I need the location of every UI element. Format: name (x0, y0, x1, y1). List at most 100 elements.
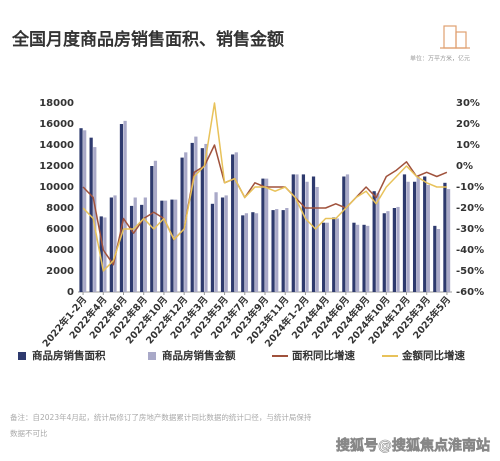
legend-swatch (148, 352, 156, 360)
bar (99, 216, 103, 292)
bar (275, 209, 279, 292)
y-tick-label: 14000 (39, 140, 74, 151)
bar (285, 208, 289, 292)
bar (190, 142, 194, 292)
bar (113, 195, 117, 292)
bar (103, 217, 107, 292)
bar (372, 191, 376, 292)
bar (170, 199, 174, 292)
bar (322, 222, 326, 292)
bar (335, 218, 339, 292)
legend-label: 金额同比增速 (401, 349, 465, 362)
bar (443, 182, 447, 292)
bar (345, 174, 350, 292)
y2-tick-label: -10% (456, 182, 484, 193)
bar (214, 192, 218, 292)
bar (83, 130, 87, 292)
bar (446, 189, 451, 292)
bar (423, 176, 427, 292)
bar (119, 124, 124, 292)
y2-tick-label: 30% (456, 98, 480, 109)
y-tick-label: 10000 (39, 182, 74, 193)
bar (123, 120, 127, 292)
bar (220, 197, 225, 292)
y-tick-label: 2000 (46, 266, 74, 277)
bar (295, 174, 299, 292)
bar (301, 174, 306, 292)
bar (140, 204, 144, 292)
y2-tick-label: -30% (456, 224, 484, 235)
legend-swatch (18, 352, 26, 360)
watermark: 搜狐号@搜狐焦点淮南站 (336, 437, 490, 454)
icon (440, 25, 470, 49)
bar (412, 181, 417, 292)
y-tick-label: 12000 (39, 161, 74, 172)
bar (231, 154, 235, 292)
bar (433, 225, 437, 292)
y2-tick-label: -40% (456, 245, 484, 256)
bar (392, 208, 397, 292)
bar (261, 178, 265, 292)
bar (241, 215, 245, 292)
bar (160, 200, 164, 292)
legend-label: 商品房销售金额 (162, 349, 236, 362)
bar (194, 136, 198, 292)
bar (406, 181, 410, 292)
bar (200, 148, 204, 292)
bar (79, 128, 83, 292)
bar (311, 176, 316, 292)
bar (163, 200, 168, 292)
bar (265, 178, 269, 292)
bar (109, 197, 113, 292)
bar (332, 217, 336, 292)
bar (89, 137, 93, 292)
bar (234, 152, 238, 292)
note: 备注：自2023年4月起，统计局修订了房地产数据累计同比数据的统计口径，与统计局… (10, 412, 312, 422)
bar (376, 193, 380, 292)
bar (281, 210, 285, 292)
y2-tick-label: 0% (456, 161, 473, 172)
bar (436, 229, 441, 292)
bar (271, 210, 275, 292)
y2-tick-label: -60% (456, 287, 484, 298)
y-tick-label: 4000 (46, 245, 74, 256)
bar (426, 184, 430, 292)
bar (180, 157, 184, 292)
bar (396, 206, 400, 292)
bar (305, 181, 309, 292)
y-tick-label: 6000 (46, 224, 74, 235)
y-tick-label: 18000 (39, 98, 74, 109)
y-tick-label: 8000 (46, 203, 74, 214)
bar (416, 176, 420, 292)
line (82, 102, 447, 272)
bar (210, 203, 215, 292)
y-tick-label: 16000 (39, 119, 74, 130)
bar (342, 176, 346, 292)
bar (325, 222, 329, 292)
bar (129, 205, 134, 292)
bar (143, 197, 147, 292)
bar (355, 224, 360, 292)
legend-label: 面积同比增速 (292, 349, 355, 362)
bar (204, 143, 208, 292)
bar (133, 197, 137, 292)
bar (244, 213, 249, 292)
bar (352, 222, 356, 292)
bar (382, 213, 386, 292)
y2-tick-label: -50% (456, 266, 484, 277)
bar (402, 174, 407, 292)
bar (93, 147, 97, 292)
bar (315, 187, 319, 292)
bar (150, 166, 154, 292)
y-tick-label: 0 (67, 287, 74, 298)
bar (251, 212, 255, 292)
y2-tick-label: 10% (456, 140, 480, 151)
unit: 单位：万平方米，亿元 (410, 55, 470, 63)
bar (224, 195, 228, 292)
bar (254, 213, 259, 292)
legend-label: 商品房销售面积 (32, 349, 106, 362)
bar (366, 225, 370, 292)
bar (386, 211, 390, 292)
y2-tick-label: -20% (456, 203, 484, 214)
